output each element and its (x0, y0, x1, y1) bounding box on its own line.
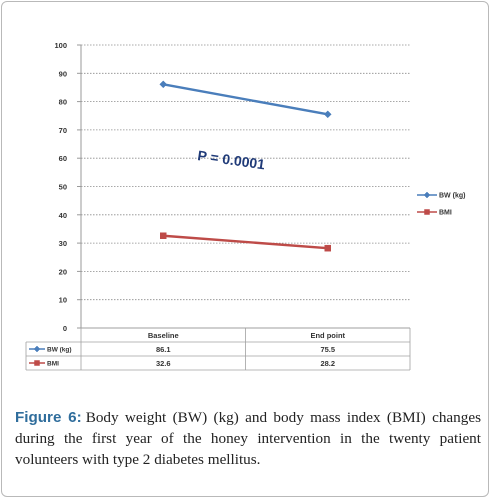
table-cell-value: 86.1 (156, 345, 171, 354)
legend: BW (kg) BMI (417, 191, 465, 217)
data-point (159, 80, 168, 89)
y-tick-label: 40 (59, 211, 67, 220)
y-tick-label: 100 (54, 41, 67, 50)
x-category-label: Baseline (148, 331, 179, 340)
figure-caption: Figure 6: Body weight (BW) (kg) and body … (15, 407, 481, 470)
table-series-label: BW (kg) (47, 347, 72, 354)
y-tick-label: 30 (59, 239, 67, 248)
table-series-label: BMI (47, 361, 59, 368)
caption-text: Body weight (BW) (kg) and body mass inde… (15, 409, 481, 468)
table-legend-key-marker (34, 360, 40, 366)
x-category-label: End point (310, 331, 345, 340)
series-line (163, 234, 328, 250)
series-line (163, 83, 328, 116)
data-point (324, 244, 331, 252)
table-cell-value: 75.5 (320, 345, 335, 354)
legend-label: BMI (439, 210, 452, 217)
y-axis-ticks: 0 10 20 30 40 50 60 70 80 90 100 (54, 41, 81, 333)
table-legend-key-marker (33, 345, 41, 353)
gridlines (80, 44, 410, 329)
line-chart: 0 10 20 30 40 50 60 70 80 90 100 Baseline End point… (25, 41, 465, 371)
y-tick-label: 70 (59, 126, 67, 135)
y-tick-label: 60 (59, 154, 67, 163)
legend-key-marker (423, 191, 431, 199)
data-point (323, 110, 332, 119)
legend-key-marker (424, 209, 430, 215)
y-tick-label: 90 (59, 69, 67, 78)
y-tick-label: 20 (59, 267, 67, 276)
series-lines (159, 80, 332, 252)
data-table: Baseline End point BW (kg) 86.1 75.5 BMI 32.6 2… (25, 327, 411, 371)
p-value-annotation: P = 0.0001 (197, 147, 267, 172)
y-tick-label: 50 (59, 183, 67, 192)
legend-label: BW (kg) (439, 193, 465, 200)
y-tick-label: 10 (59, 296, 67, 305)
y-tick-label: 0 (63, 324, 67, 333)
data-point (160, 232, 167, 239)
figure-label: Figure 6: (15, 409, 82, 426)
table-cell-value: 32.6 (156, 359, 171, 368)
y-tick-label: 80 (59, 98, 67, 107)
table-cell-value: 28.2 (320, 359, 335, 368)
